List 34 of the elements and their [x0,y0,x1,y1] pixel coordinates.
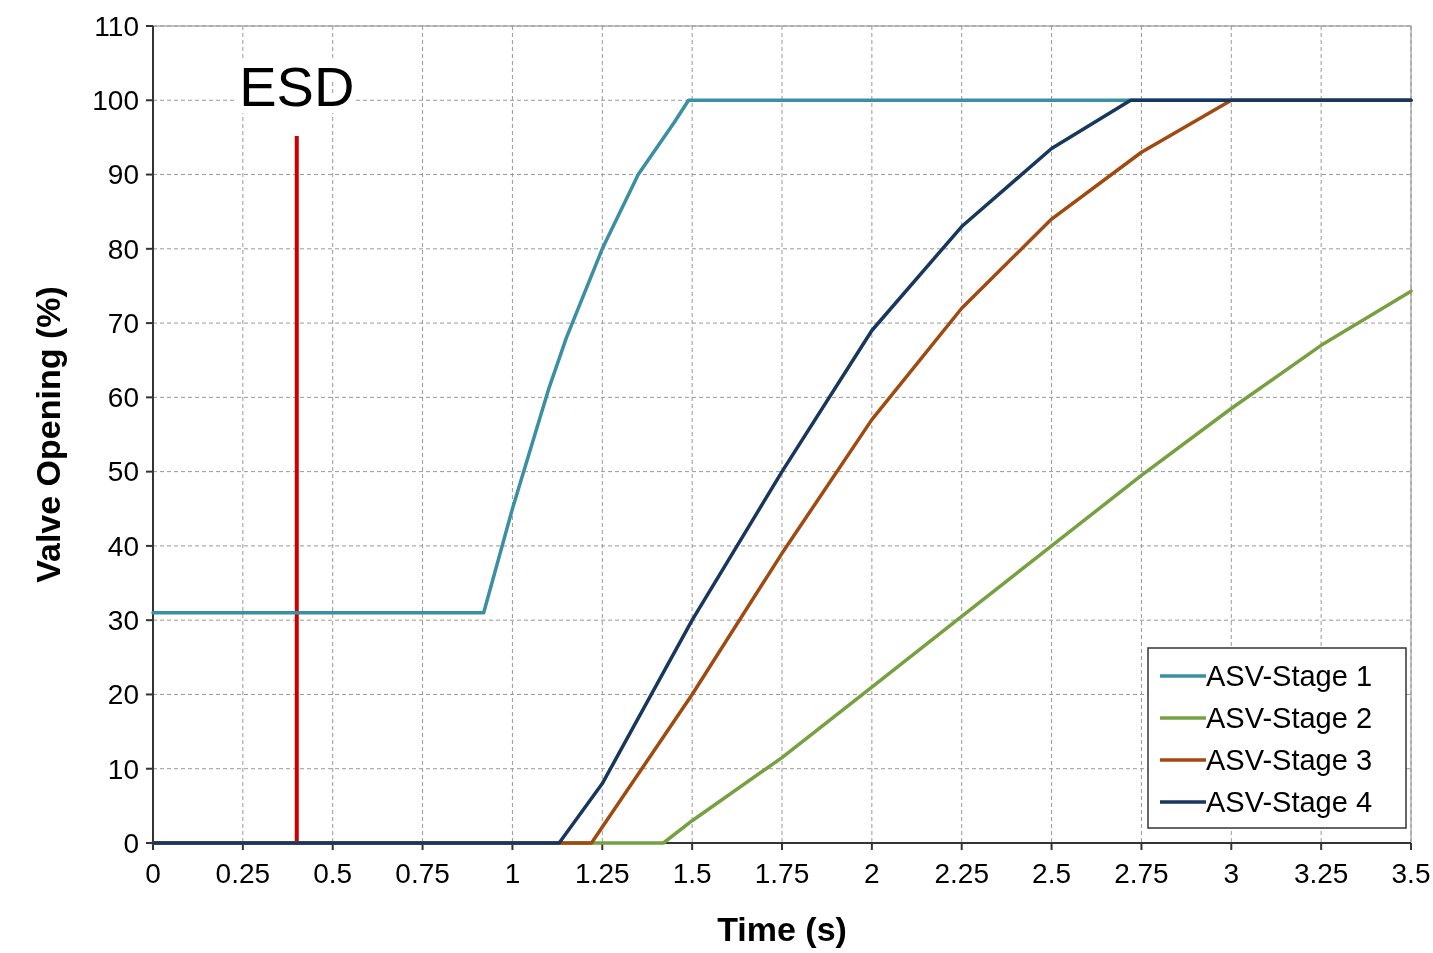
y-tick-label: 20 [107,679,139,711]
x-tick-label: 3 [1223,858,1240,889]
x-tick-label: 2.25 [934,858,989,889]
x-tick-label: 1 [504,858,521,889]
x-axis-title: Time (s) [717,910,847,948]
legend-label: ASV-Stage 2 [1206,702,1373,735]
x-tick-label: 3.5 [1391,858,1431,889]
y-tick-label: 30 [107,604,139,636]
ref-line-label: ESD [239,55,355,118]
y-tick-label: 80 [107,233,139,265]
x-tick-label: 1.5 [672,858,712,889]
x-tick-label: 3.25 [1293,858,1349,889]
x-tick-label: 1.75 [754,858,810,889]
legend-label: ASV-Stage 4 [1206,786,1373,819]
x-tick-label: 0.75 [395,858,450,889]
y-tick-label: 40 [107,530,139,562]
x-tick-label: 2 [864,858,880,889]
x-tick-label: 0.25 [215,858,271,889]
x-tick-label: 0.5 [313,858,353,889]
legend-label: ASV-Stage 3 [1206,744,1373,777]
x-tick-label: 2.5 [1032,858,1072,889]
y-tick-label: 60 [107,382,139,414]
x-tick-label: 2.75 [1114,858,1169,889]
y-tick-label: 70 [107,307,139,339]
y-tick-label: 10 [107,753,139,785]
y-tick-label: 0 [123,827,139,859]
y-tick-label: 100 [92,85,139,117]
y-tick-label: 50 [107,456,139,488]
x-tick-label: 0 [145,858,161,889]
y-axis-title: Valve Opening (%) [29,286,67,583]
x-tick-label: 1.25 [575,858,630,889]
legend-label: ASV-Stage 1 [1206,660,1373,693]
y-tick-label: 90 [107,159,139,191]
y-tick-label: 110 [94,10,139,42]
